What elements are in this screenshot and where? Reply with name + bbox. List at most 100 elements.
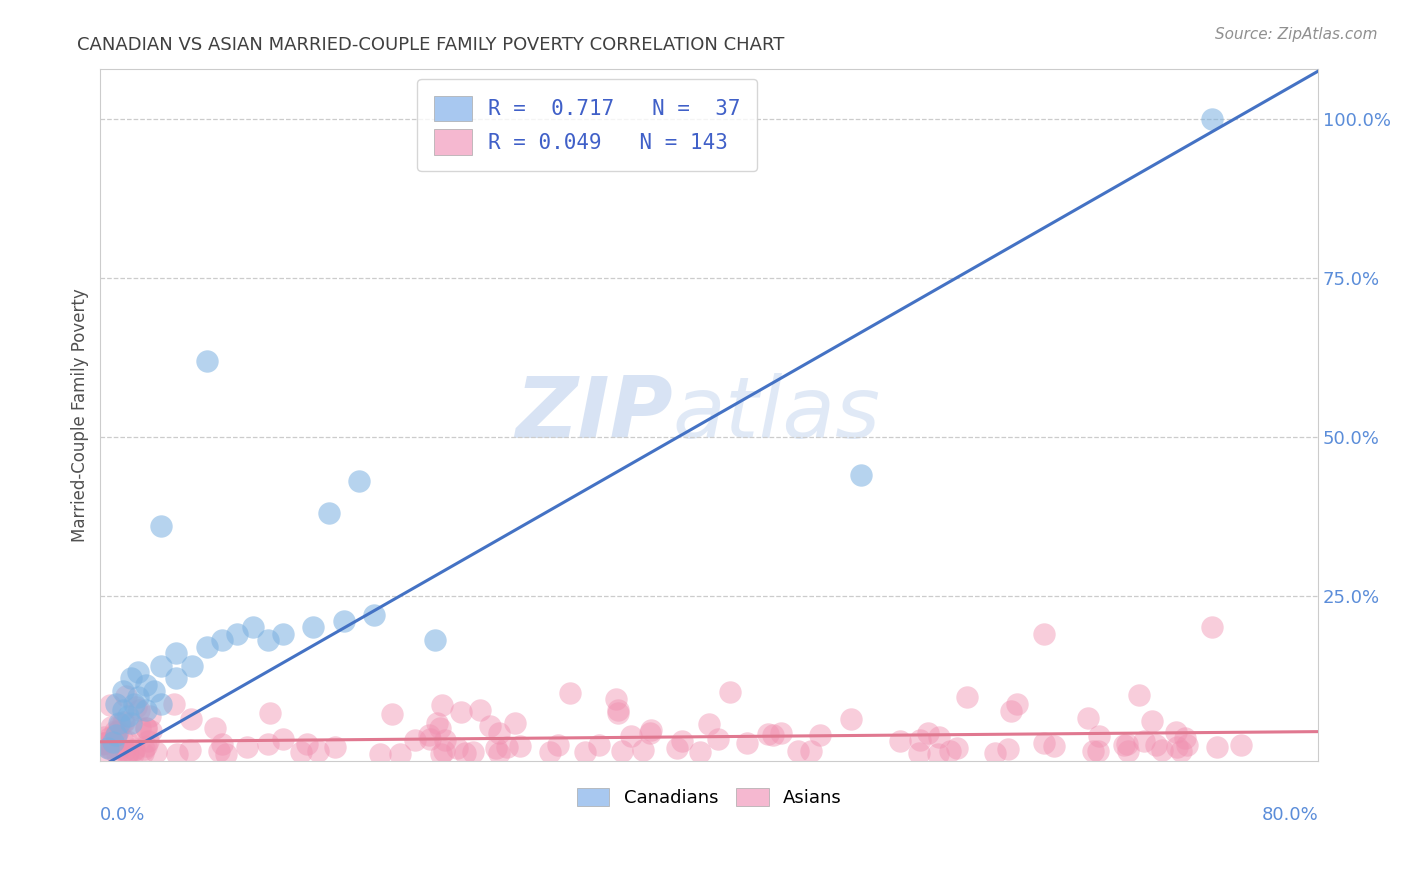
Point [166, 646, 188, 660]
Point [295, 737, 318, 751]
Point [97, 741, 120, 756]
Point [461, 745, 484, 759]
Point [290, 745, 312, 759]
Point [93, 736, 115, 750]
Point [256, 633, 278, 648]
Point [125, 700, 148, 714]
Point [425, 633, 447, 648]
Point [166, 671, 188, 685]
Point [404, 733, 426, 747]
Point [434, 732, 457, 747]
Point [997, 742, 1019, 756]
Point [1144, 738, 1167, 752]
Point [271, 627, 294, 641]
Point [697, 717, 720, 731]
Point [917, 726, 939, 740]
Point [983, 746, 1005, 760]
Point [259, 706, 281, 720]
Point [112, 684, 135, 698]
Point [1152, 743, 1174, 757]
Point [620, 729, 643, 743]
Point [302, 620, 325, 634]
Point [945, 741, 967, 756]
Point [166, 747, 188, 762]
Point [1170, 744, 1192, 758]
Point [1142, 714, 1164, 729]
Point [323, 740, 346, 755]
Point [135, 721, 157, 735]
Point [889, 733, 911, 747]
Point [117, 746, 139, 760]
Y-axis label: Married-Couple Family Poverty: Married-Couple Family Poverty [72, 288, 89, 541]
Point [94, 744, 117, 758]
Point [120, 671, 142, 685]
Point [150, 518, 173, 533]
Point [195, 353, 218, 368]
Point [363, 607, 385, 622]
Point [132, 742, 155, 756]
Point [426, 716, 449, 731]
Point [114, 742, 136, 756]
Point [318, 506, 340, 520]
Point [150, 658, 173, 673]
Point [607, 703, 630, 717]
Point [1164, 725, 1187, 739]
Point [368, 747, 391, 762]
Point [1077, 711, 1099, 725]
Point [236, 739, 259, 754]
Point [215, 747, 238, 762]
Point [135, 739, 157, 754]
Point [631, 743, 654, 757]
Point [1201, 620, 1223, 634]
Point [640, 723, 662, 738]
Point [271, 731, 294, 746]
Point [104, 728, 127, 742]
Point [111, 732, 134, 747]
Point [117, 709, 139, 723]
Point [208, 744, 231, 758]
Point [180, 712, 202, 726]
Point [1042, 739, 1064, 753]
Text: CANADIAN VS ASIAN MARRIED-COUPLE FAMILY POVERTY CORRELATION CHART: CANADIAN VS ASIAN MARRIED-COUPLE FAMILY … [77, 36, 785, 54]
Point [128, 703, 150, 717]
Point [769, 726, 792, 740]
Point [128, 721, 150, 735]
Point [105, 725, 128, 739]
Point [418, 728, 440, 742]
Point [1005, 697, 1028, 711]
Point [135, 678, 157, 692]
Text: 0.0%: 0.0% [100, 805, 146, 824]
Point [1112, 738, 1135, 752]
Point [799, 744, 821, 758]
Point [1174, 731, 1197, 745]
Point [333, 614, 356, 628]
Point [180, 658, 202, 673]
Point [450, 706, 472, 720]
Point [112, 715, 135, 730]
Point [446, 741, 468, 756]
Point [938, 744, 960, 758]
Text: atlas: atlas [672, 373, 880, 456]
Point [707, 732, 730, 747]
Point [1229, 739, 1251, 753]
Point [179, 743, 201, 757]
Point [1081, 744, 1104, 758]
Point [433, 744, 456, 758]
Point [93, 736, 115, 750]
Point [689, 745, 711, 759]
Point [429, 721, 451, 735]
Point [1206, 739, 1229, 754]
Point [1116, 737, 1139, 751]
Point [756, 727, 779, 741]
Text: 80.0%: 80.0% [1261, 805, 1319, 824]
Point [1175, 738, 1198, 752]
Point [115, 689, 138, 703]
Point [96, 739, 118, 754]
Point [163, 698, 186, 712]
Point [122, 742, 145, 756]
Point [495, 739, 517, 754]
Point [503, 715, 526, 730]
Point [122, 743, 145, 757]
Point [132, 746, 155, 760]
Point [485, 740, 508, 755]
